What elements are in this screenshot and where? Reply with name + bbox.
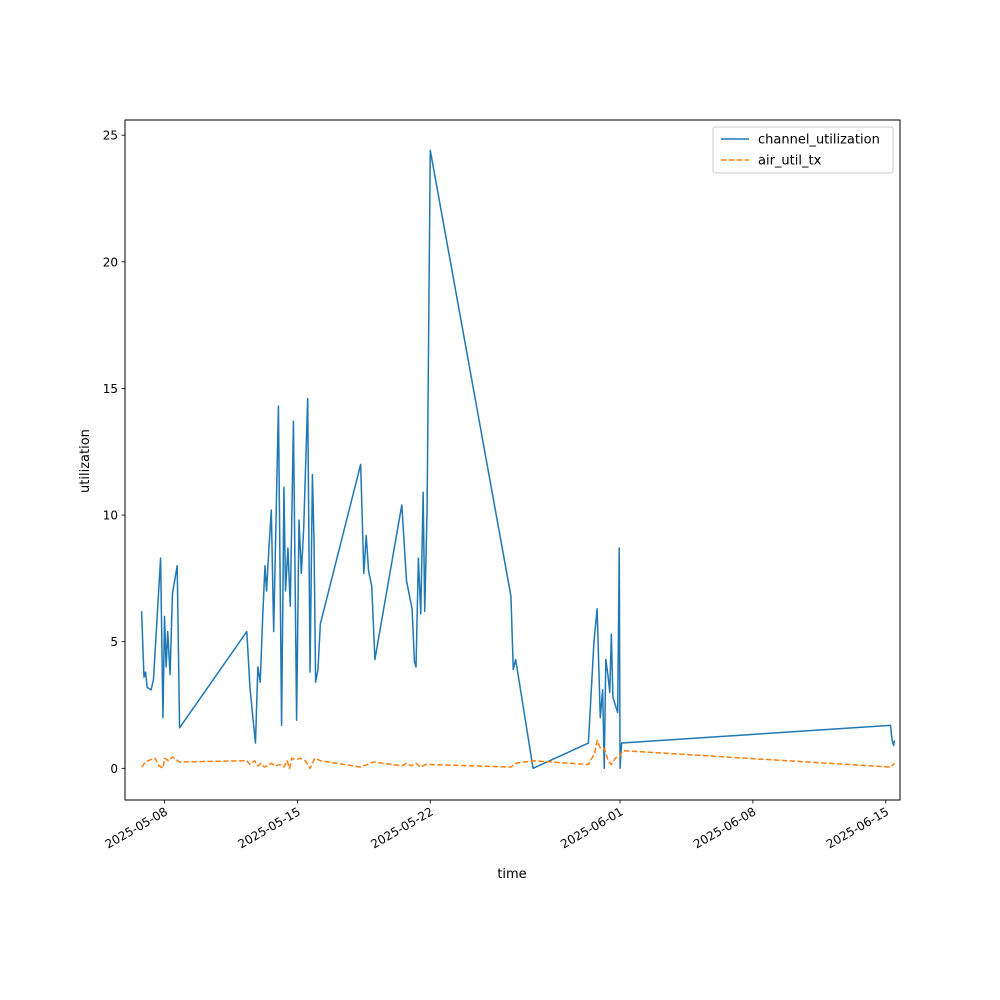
x-axis-label: time: [497, 867, 526, 882]
series-line-air-util-tx: [141, 739, 895, 770]
legend: channel_utilization air_util_tx: [712, 126, 894, 174]
x-tick-label: 2025-06-15: [824, 804, 891, 851]
x-tick-label: 2025-06-01: [558, 804, 625, 851]
x-tick-label: 2025-06-08: [691, 804, 758, 851]
y-tick-label: 5: [110, 635, 118, 649]
plot-frame: [124, 119, 901, 801]
x-tick-label: 2025-05-08: [103, 804, 170, 851]
y-tick-label: 25: [103, 129, 118, 143]
series-layer: [140, 149, 896, 770]
y-axis: 0 5 10 15 20 25: [103, 129, 125, 776]
y-tick-label: 0: [110, 762, 118, 776]
legend-label: channel_utilization: [758, 133, 880, 148]
y-tick-label: 15: [103, 382, 118, 396]
x-axis: 2025-05-08 2025-05-15 2025-05-22 2025-06-01…: [103, 800, 891, 851]
series-line-channel-utilization: [140, 149, 896, 770]
y-tick-label: 10: [103, 509, 118, 523]
x-tick-label: 2025-05-15: [235, 804, 302, 851]
legend-box: [712, 126, 894, 174]
y-axis-label: utilization: [78, 429, 93, 493]
legend-label: air_util_tx: [758, 154, 822, 169]
y-tick-label: 20: [103, 255, 118, 269]
x-tick-label: 2025-05-22: [368, 804, 435, 851]
